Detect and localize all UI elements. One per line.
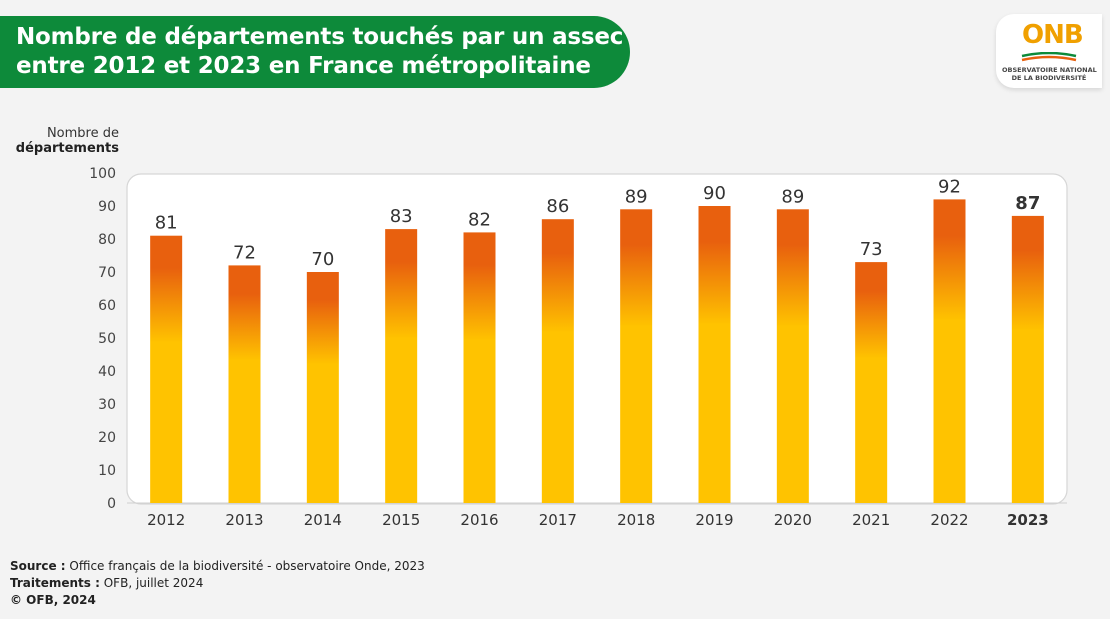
bar-2015 (385, 229, 418, 503)
value-label-2012: 81 (155, 213, 178, 234)
treatment-text: OFB, juillet 2024 (99, 576, 204, 590)
x-axis-tick-labels: 2012 2013 2014 2015 2016 2017 2018 2019 2020 2021… (147, 511, 1049, 529)
y-tick-label: 20 (98, 430, 116, 446)
value-label-2021: 73 (860, 239, 883, 260)
y-tick-label: 70 (98, 265, 116, 281)
bar-2018 (620, 209, 653, 504)
y-axis-ticks: 0 10 20 30 40 50 60 70 80 90 100 (89, 166, 116, 512)
title-banner: Nombre de départements touchés par un as… (0, 16, 630, 88)
bar-2012 (150, 235, 183, 503)
x-tick-label-2016: 2016 (460, 511, 498, 529)
source-label: Source : (10, 559, 66, 573)
value-label-2020: 89 (781, 186, 804, 207)
source-note: Source : Office français de la biodivers… (10, 559, 425, 573)
x-tick-label-2017: 2017 (539, 511, 577, 529)
value-label-2015: 83 (390, 206, 413, 227)
chart-title-line-2: entre 2012 et 2023 en France métropolita… (16, 53, 591, 79)
plot-area-frame (126, 173, 1068, 505)
x-tick-label-2021: 2021 (852, 511, 890, 529)
bar-2013 (228, 265, 261, 503)
x-tick-label-2023: 2023 (1007, 511, 1049, 529)
bar-2023 (1011, 215, 1044, 503)
bar-2014 (306, 272, 339, 503)
copyright-note: © OFB, 2024 (10, 593, 96, 607)
logo-subtitle-1: OBSERVATOIRE NATIONAL (1002, 66, 1097, 74)
x-tick-label-2022: 2022 (930, 511, 968, 529)
value-label-2018: 89 (625, 186, 648, 207)
value-label-2023: 87 (1015, 193, 1040, 214)
bars (150, 199, 1044, 504)
chart-title-line-1: Nombre de départements touchés par un as… (16, 24, 624, 50)
value-label-2016: 82 (468, 209, 491, 230)
y-tick-label: 30 (98, 397, 116, 413)
bar-2021 (855, 262, 888, 503)
x-tick-label-2014: 2014 (304, 511, 342, 529)
y-tick-label: 0 (107, 496, 116, 512)
value-label-2013: 72 (233, 242, 256, 263)
y-tick-label: 90 (98, 199, 116, 215)
y-axis-label-line-2: départements (16, 141, 119, 156)
bar-2022 (933, 199, 966, 503)
x-tick-label-2019: 2019 (695, 511, 733, 529)
value-label-2017: 86 (546, 196, 569, 217)
value-label-2022: 92 (938, 176, 961, 197)
logo-subtitle-2: DE LA BIODIVERSITÉ (1011, 74, 1087, 82)
x-tick-label-2020: 2020 (774, 511, 812, 529)
treatment-label: Traitements : (10, 576, 100, 590)
value-label-2019: 90 (703, 183, 726, 204)
y-axis-label-line-1: Nombre de (47, 126, 119, 141)
y-tick-label: 50 (98, 331, 116, 347)
treatment-note: Traitements : OFB, juillet 2024 (10, 576, 203, 590)
onb-logo: ONB OBSERVATOIRE NATIONAL DE LA BIODIVER… (996, 14, 1102, 88)
y-tick-label: 10 (98, 463, 116, 479)
x-tick-label-2018: 2018 (617, 511, 655, 529)
x-tick-label-2013: 2013 (225, 511, 263, 529)
y-tick-label: 100 (89, 166, 116, 182)
y-tick-label: 80 (98, 232, 116, 248)
logo-waves-icon (1021, 52, 1077, 62)
x-tick-label-2015: 2015 (382, 511, 420, 529)
source-text: Office français de la biodiversité - obs… (65, 559, 425, 573)
x-tick-label-2012: 2012 (147, 511, 185, 529)
bar-2016 (463, 232, 496, 503)
y-tick-label: 60 (98, 298, 116, 314)
value-label-2014: 70 (311, 249, 334, 270)
y-tick-label: 40 (98, 364, 116, 380)
value-labels: 81 72 70 83 82 86 89 90 89 73 92 87 (155, 176, 1041, 270)
bar-2020 (776, 209, 809, 504)
onb-logo-text: ONB (1022, 20, 1084, 50)
bar-2019 (698, 206, 731, 503)
bar-2017 (541, 219, 574, 503)
